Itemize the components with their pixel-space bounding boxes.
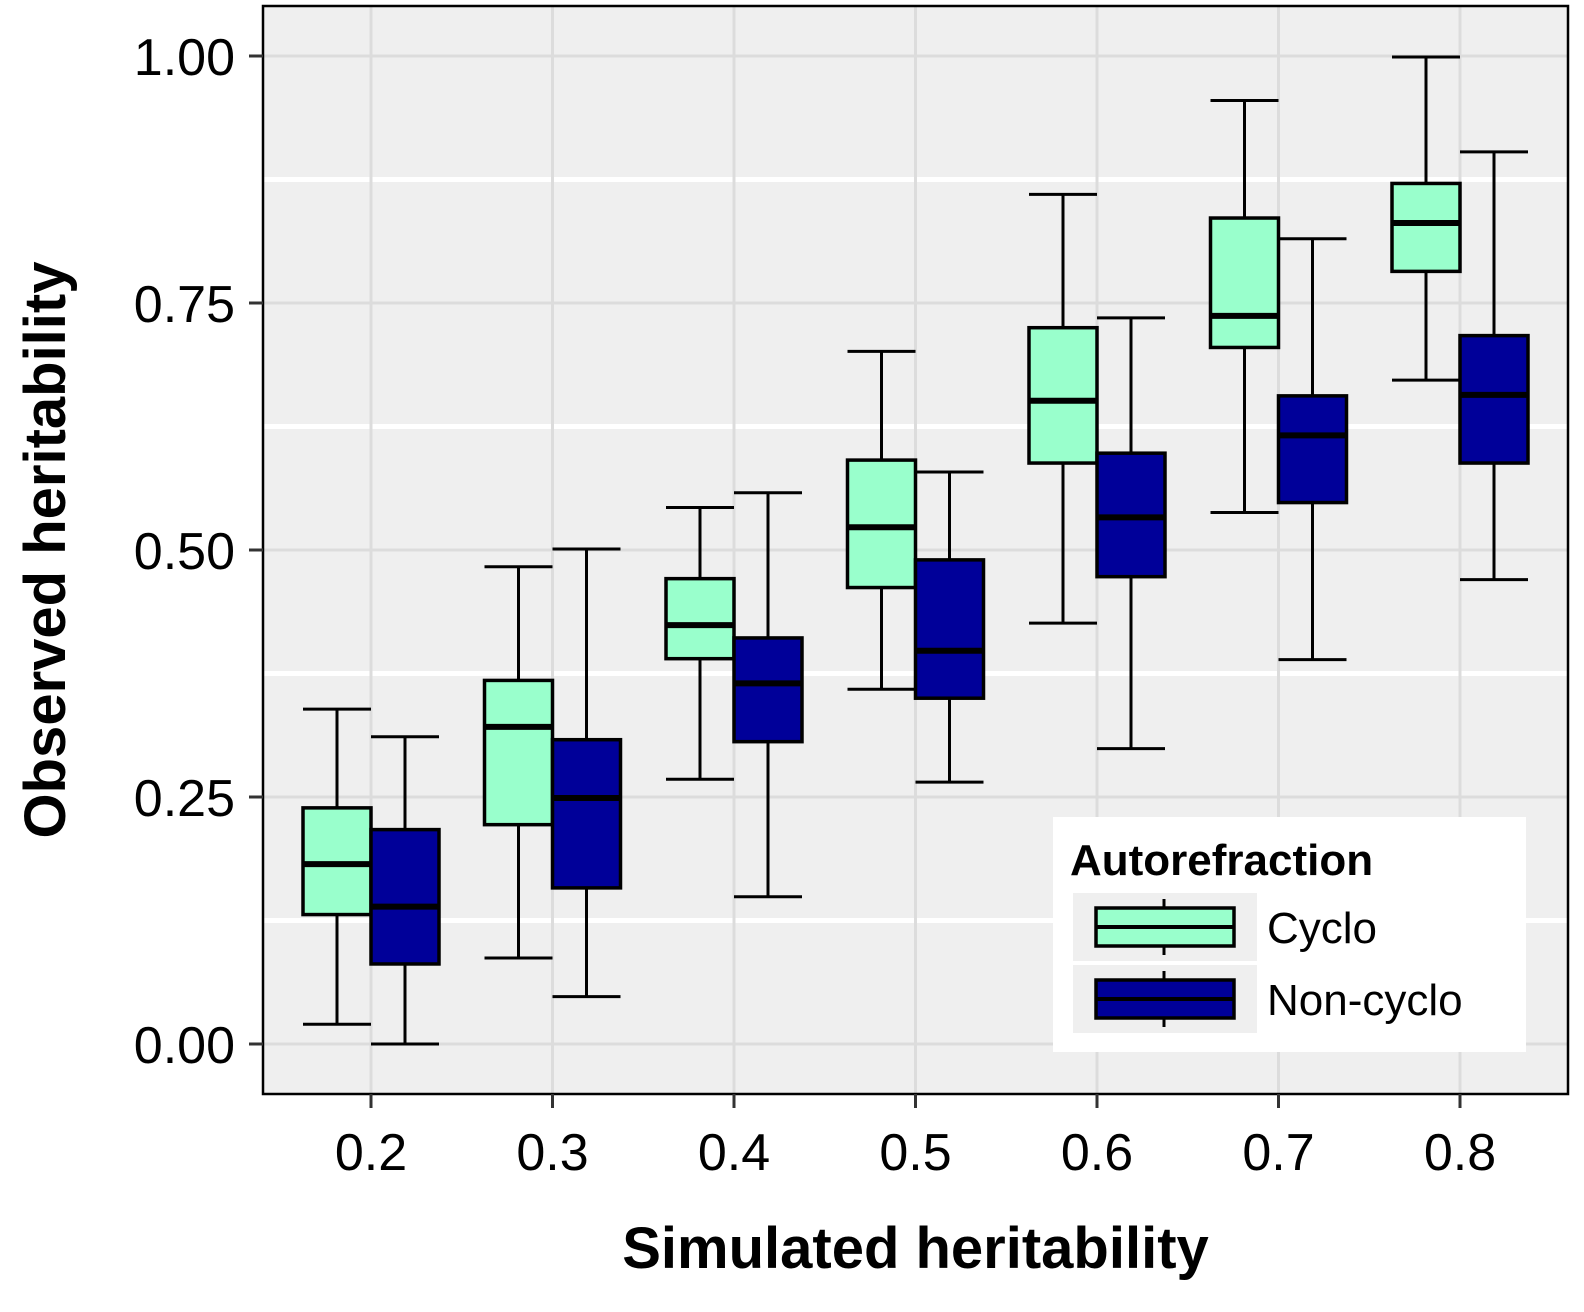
legend-item-non-cyclo: Non-cyclo <box>1073 965 1463 1033</box>
box-cyclo-0.6 <box>1027 192 1099 625</box>
y-tick-label: 0.25 <box>134 770 235 828</box>
box-cyclo-0.5 <box>845 349 918 691</box>
box-non-cyclo-0.8 <box>1458 150 1530 582</box>
x-tick-label: 0.3 <box>516 1124 588 1182</box>
x-axis-title: Simulated heritability <box>622 1216 1209 1281</box>
iqr-box <box>1276 394 1349 505</box>
legend-label: Non-cyclo <box>1267 976 1463 1025</box>
iqr-box <box>664 576 736 661</box>
iqr-box <box>550 737 623 890</box>
x-axis: 0.2 0.3 0.4 0.5 0.6 0.7 0.8 <box>335 1094 1496 1182</box>
box-non-cyclo-0.4 <box>732 491 804 899</box>
y-tick-label: 1.00 <box>134 29 235 87</box>
legend: Autorefraction Cyclo Non-cyclo <box>1053 817 1526 1052</box>
legend-label: Cyclo <box>1267 904 1377 953</box>
y-tick-label: 0.00 <box>134 1017 235 1075</box>
box-non-cyclo-0.2 <box>369 735 441 1046</box>
y-axis-title: Observed heritability <box>13 262 78 839</box>
box-non-cyclo-0.6 <box>1095 316 1167 751</box>
box-cyclo-0.3 <box>482 565 555 960</box>
iqr-box <box>1390 181 1462 274</box>
legend-title: Autorefraction <box>1070 836 1373 885</box>
box-cyclo-0.7 <box>1208 98 1281 514</box>
y-tick-label: 0.75 <box>134 276 235 334</box>
iqr-box <box>482 678 555 827</box>
iqr-box <box>1208 216 1281 350</box>
x-tick-label: 0.2 <box>335 1124 407 1182</box>
legend-item-cyclo: Cyclo <box>1073 893 1377 961</box>
box-cyclo-0.4 <box>664 506 736 781</box>
box-non-cyclo-0.3 <box>550 547 623 999</box>
iqr-box <box>369 827 441 966</box>
x-tick-label: 0.6 <box>1061 1124 1133 1182</box>
x-tick-label: 0.7 <box>1242 1124 1314 1182</box>
y-tick-label: 0.50 <box>134 523 235 581</box>
iqr-box <box>1027 325 1099 465</box>
box-non-cyclo-0.5 <box>913 470 986 784</box>
iqr-box <box>845 458 918 590</box>
x-tick-label: 0.4 <box>698 1124 770 1182</box>
iqr-box <box>913 558 986 700</box>
x-tick-label: 0.8 <box>1424 1124 1496 1182</box>
box-non-cyclo-0.7 <box>1276 237 1349 662</box>
box-cyclo-0.8 <box>1390 55 1462 382</box>
iqr-box <box>732 636 804 744</box>
box-cyclo-0.2 <box>301 707 373 1026</box>
iqr-box <box>1458 333 1530 465</box>
x-tick-label: 0.5 <box>879 1124 951 1182</box>
boxes <box>301 55 1530 1046</box>
y-axis: 0.00 0.25 0.50 0.75 1.00 <box>134 29 263 1075</box>
